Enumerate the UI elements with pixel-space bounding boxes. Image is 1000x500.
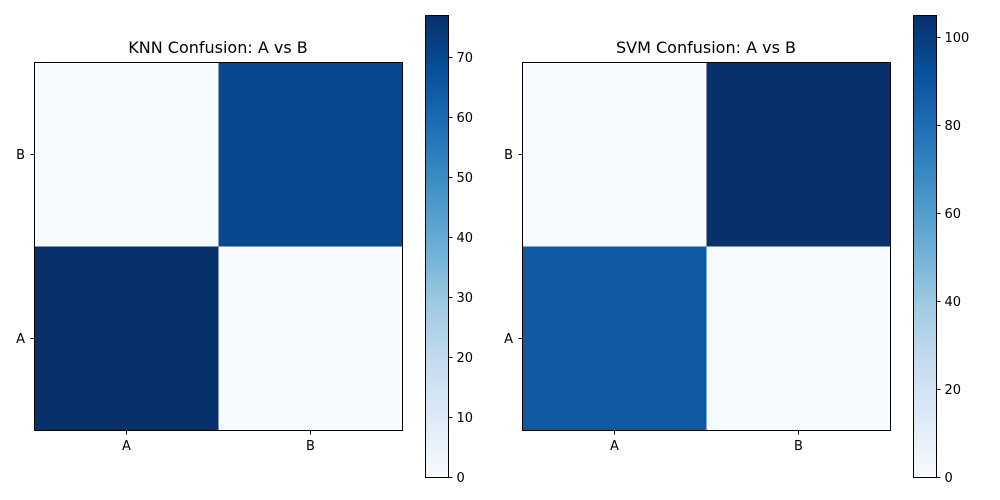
svm-colorbar-tick-label: 0	[945, 471, 953, 486]
knn-colorbar-tick-label: 60	[457, 111, 474, 126]
svm-colorbar-tick-label: 40	[945, 295, 962, 310]
knn-panel: KNN Confusion: A vs B A B B A 0 10 20 30 40 5…	[16, 15, 474, 486]
knn-y-tick-label-a: A	[16, 332, 25, 347]
svm-colorbar-ticks: 0 20 40 60 80 100	[936, 31, 970, 486]
knn-colorbar-tick-label: 0	[457, 471, 465, 486]
knn-cell-a-b	[218, 246, 403, 431]
svm-colorbar-tick-label: 60	[945, 207, 962, 222]
knn-x-tick-label-a: A	[122, 439, 131, 454]
knn-colorbar-tick-label: 10	[457, 411, 474, 426]
knn-colorbar-tick-label: 20	[457, 351, 474, 366]
svm-x-tick-label-a: A	[610, 439, 619, 454]
svm-cell-b-b	[706, 62, 891, 247]
knn-cell-b-b	[218, 62, 403, 247]
svm-cell-a-b	[706, 246, 891, 431]
knn-colorbar-tick-label: 50	[457, 171, 474, 186]
svm-y-tick-label-b: B	[504, 148, 513, 163]
knn-plot-frame	[34, 62, 403, 431]
knn-colorbar-tick-label: 30	[457, 291, 474, 306]
knn-colorbar-tick-label: 70	[457, 51, 474, 66]
knn-y-tick-label-b: B	[16, 148, 25, 163]
svm-panel: SVM Confusion: A vs B A B B A 0 20 40 60 80 1…	[504, 15, 970, 486]
knn-colorbar-ticks: 0 10 20 30 40 50 60 70	[448, 51, 474, 486]
svm-colorbar	[913, 15, 937, 478]
svm-colorbar-tick-label: 100	[945, 31, 970, 46]
svm-plot-frame	[522, 62, 891, 431]
svm-y-tick-label-a: A	[504, 332, 513, 347]
svm-cell-b-a	[522, 62, 707, 247]
knn-cell-b-a	[34, 62, 219, 247]
svm-chart-title: SVM Confusion: A vs B	[616, 38, 796, 57]
svm-cell-a-a	[522, 246, 707, 431]
knn-colorbar-tick-label: 40	[457, 231, 474, 246]
knn-x-tick-label-b: B	[306, 439, 315, 454]
svm-colorbar-tick-label: 20	[945, 383, 962, 398]
svm-colorbar-tick-label: 80	[945, 119, 962, 134]
knn-cell-a-a	[34, 246, 219, 431]
svm-heatmap-cells	[522, 62, 891, 431]
knn-heatmap-cells	[34, 62, 403, 431]
svm-x-tick-label-b: B	[794, 439, 803, 454]
knn-chart-title: KNN Confusion: A vs B	[128, 38, 307, 57]
knn-colorbar	[425, 15, 449, 478]
